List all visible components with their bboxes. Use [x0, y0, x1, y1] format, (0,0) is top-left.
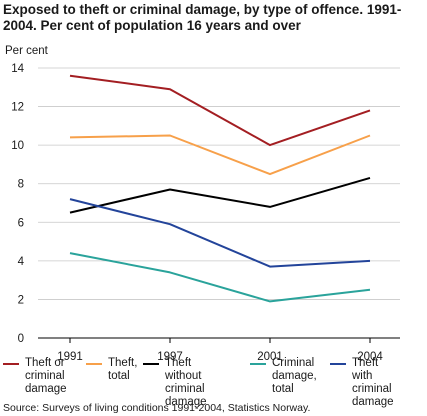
gridlines	[38, 67, 400, 339]
y-tick-label: 2	[18, 294, 24, 306]
legend-swatch	[143, 363, 159, 365]
legend-label: Criminal damage, total	[272, 357, 317, 395]
series-line-2	[69, 134, 371, 176]
chart-title: Exposed to theft or criminal damage, by …	[3, 2, 402, 33]
legend-swatch	[86, 363, 102, 365]
x-tick-label: 2001	[257, 351, 283, 363]
legend-swatch	[250, 363, 266, 365]
y-tick-label: 4	[18, 256, 25, 268]
x-tick-label: 1991	[57, 351, 83, 363]
y-axis-ticks: 0 2 4 6 8 10 12 14	[11, 63, 24, 345]
y-tick-label: 6	[18, 217, 24, 229]
y-tick-label: 8	[18, 179, 24, 191]
y-axis-unit-label: Per cent	[5, 45, 48, 57]
legend-label: Theft without criminal damage	[165, 357, 207, 408]
legend-swatch	[3, 363, 19, 365]
x-axis-ticks: 1991 1997 2001 2004	[57, 338, 383, 363]
x-tick-label: 2004	[357, 351, 383, 363]
y-tick-label: 12	[11, 102, 24, 114]
legend-swatch	[330, 363, 346, 365]
y-tick-label: 10	[11, 140, 24, 152]
series-line-4	[69, 252, 371, 303]
legend-label: Theft or criminal damage	[25, 357, 67, 395]
y-tick-label: 0	[18, 333, 24, 345]
x-tick-label: 1997	[157, 351, 183, 363]
y-tick-label: 14	[11, 63, 24, 75]
series-line-3	[69, 176, 371, 214]
series-line-5	[69, 198, 371, 268]
series-line-1	[69, 74, 371, 147]
series-lines	[69, 74, 371, 303]
source-note: Source: Surveys of living conditions 199…	[3, 402, 311, 414]
legend: Theft or criminal damage Theft, total Thef…	[0, 357, 427, 408]
legend-label: Theft with criminal damage	[352, 357, 394, 408]
legend-label: Theft, total	[108, 357, 138, 382]
